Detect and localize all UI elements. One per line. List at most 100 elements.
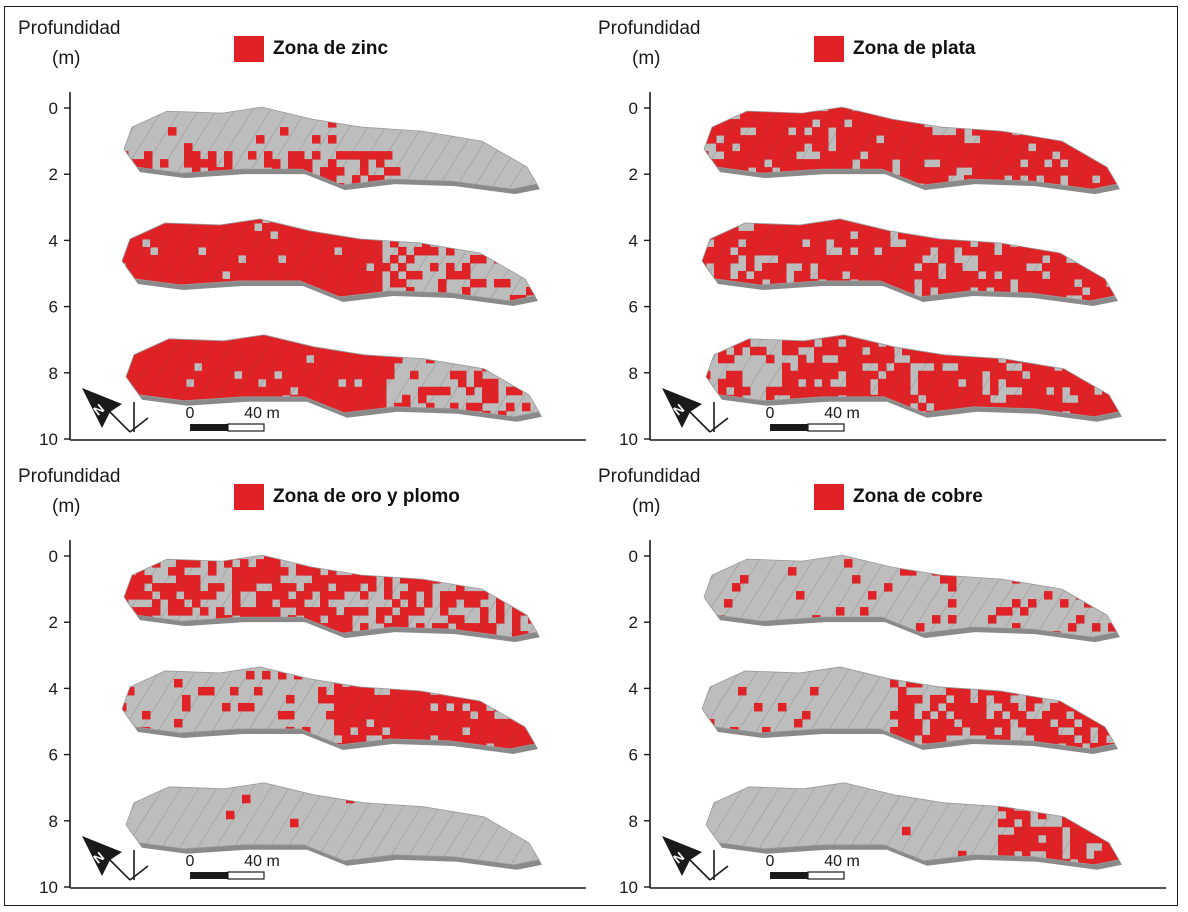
zone-cell [394, 419, 403, 428]
block-edge [1118, 661, 1172, 757]
zone-cell [170, 370, 179, 380]
zone-cell [826, 270, 835, 280]
zone-cell [846, 370, 855, 380]
zone-cell [926, 394, 935, 404]
zone-cell [478, 670, 487, 680]
zone-cell [806, 362, 815, 372]
scale-bar: 0 40 m [766, 853, 860, 880]
zone-cell [208, 583, 217, 592]
zone-cell [780, 183, 789, 190]
zone-cell [900, 127, 909, 136]
zone-cell [766, 386, 775, 396]
zone-cell [310, 246, 319, 256]
zone-cell [954, 670, 963, 680]
zone-cell [836, 127, 845, 136]
zone-cell [230, 246, 239, 256]
zone-cell [358, 710, 367, 720]
zone-cell [486, 734, 495, 744]
zone-cell [1036, 111, 1045, 120]
zone-cell [986, 686, 995, 696]
zone-cell [422, 678, 431, 688]
zone-cell [758, 346, 767, 356]
zone-cell [534, 734, 535, 744]
zone-cell [1042, 218, 1051, 224]
zone-cell [454, 702, 463, 712]
zone-cell [994, 666, 1003, 672]
zone-cell [278, 710, 287, 720]
zone-cell [762, 246, 771, 256]
zone-cell [964, 191, 973, 200]
zone-cell [1106, 686, 1115, 696]
zone-cell [126, 378, 131, 388]
zone-cell [280, 583, 289, 592]
zone-cell [202, 370, 211, 380]
zone-cell [390, 726, 399, 736]
zone-cell [162, 402, 171, 412]
zone-cell [990, 362, 999, 372]
zone-cell [764, 191, 773, 200]
zone-cell [446, 303, 455, 312]
zone-cell [352, 175, 361, 184]
zone-cell [934, 338, 943, 348]
zone-cell [124, 623, 129, 632]
zone-cell [200, 159, 209, 168]
zone-cell [1082, 254, 1091, 264]
zone-cell [254, 294, 263, 301]
block-edge [704, 555, 749, 638]
zone-cell [844, 175, 853, 184]
zone-cell [1036, 191, 1045, 200]
zone-cell [1042, 670, 1051, 680]
zone-cell [1034, 230, 1043, 240]
zone-cell [892, 119, 901, 128]
block-edge [122, 666, 131, 749]
zone-cell [126, 222, 135, 232]
zone-cell [918, 370, 927, 380]
zone-cell [1030, 354, 1039, 364]
zone-cell [766, 334, 775, 340]
zone-cell [938, 238, 947, 248]
zone-cell [234, 386, 243, 396]
zone-cell [192, 559, 201, 568]
zone-cell [462, 710, 471, 720]
zone-cell [874, 254, 883, 264]
zone-cell [948, 615, 957, 624]
zone-cell [288, 639, 297, 648]
zone-cell [924, 111, 933, 120]
zone-cell [456, 591, 465, 600]
zone-cell [850, 238, 859, 248]
zone-cell [756, 151, 765, 160]
zone-cell [450, 402, 459, 412]
zone-cell [1118, 842, 1119, 852]
zone-cell [170, 386, 179, 396]
zone-cell [446, 710, 455, 720]
zone-cell [144, 623, 153, 632]
zone-cell [144, 151, 153, 160]
zone-cell [948, 111, 957, 120]
zone-cell [408, 567, 417, 576]
zone-cell [868, 191, 877, 200]
zone-cell [272, 639, 281, 648]
zone-cell [1018, 678, 1027, 688]
zone-cell [818, 254, 827, 264]
zone-cell [818, 262, 827, 272]
zone-cell [754, 294, 763, 301]
zone-cell [930, 726, 939, 736]
zone-cell [346, 354, 355, 364]
zone-cell [954, 702, 963, 712]
zone-cell [1038, 782, 1047, 788]
zone-cell [264, 559, 273, 568]
zone-cell [924, 143, 933, 152]
zone-cell [320, 575, 329, 584]
zone-cell [330, 338, 339, 348]
zone-cell [350, 303, 359, 312]
zone-cell [794, 294, 803, 301]
zone-cell [534, 670, 535, 680]
zone-cell [1058, 670, 1067, 680]
zone-cell [970, 218, 979, 224]
zone-cell [900, 111, 909, 120]
zone-cell [536, 607, 537, 616]
zone-cell [1050, 666, 1059, 672]
zone-cell [932, 135, 941, 144]
zone-cell [124, 631, 129, 638]
zone-cell [142, 262, 151, 272]
